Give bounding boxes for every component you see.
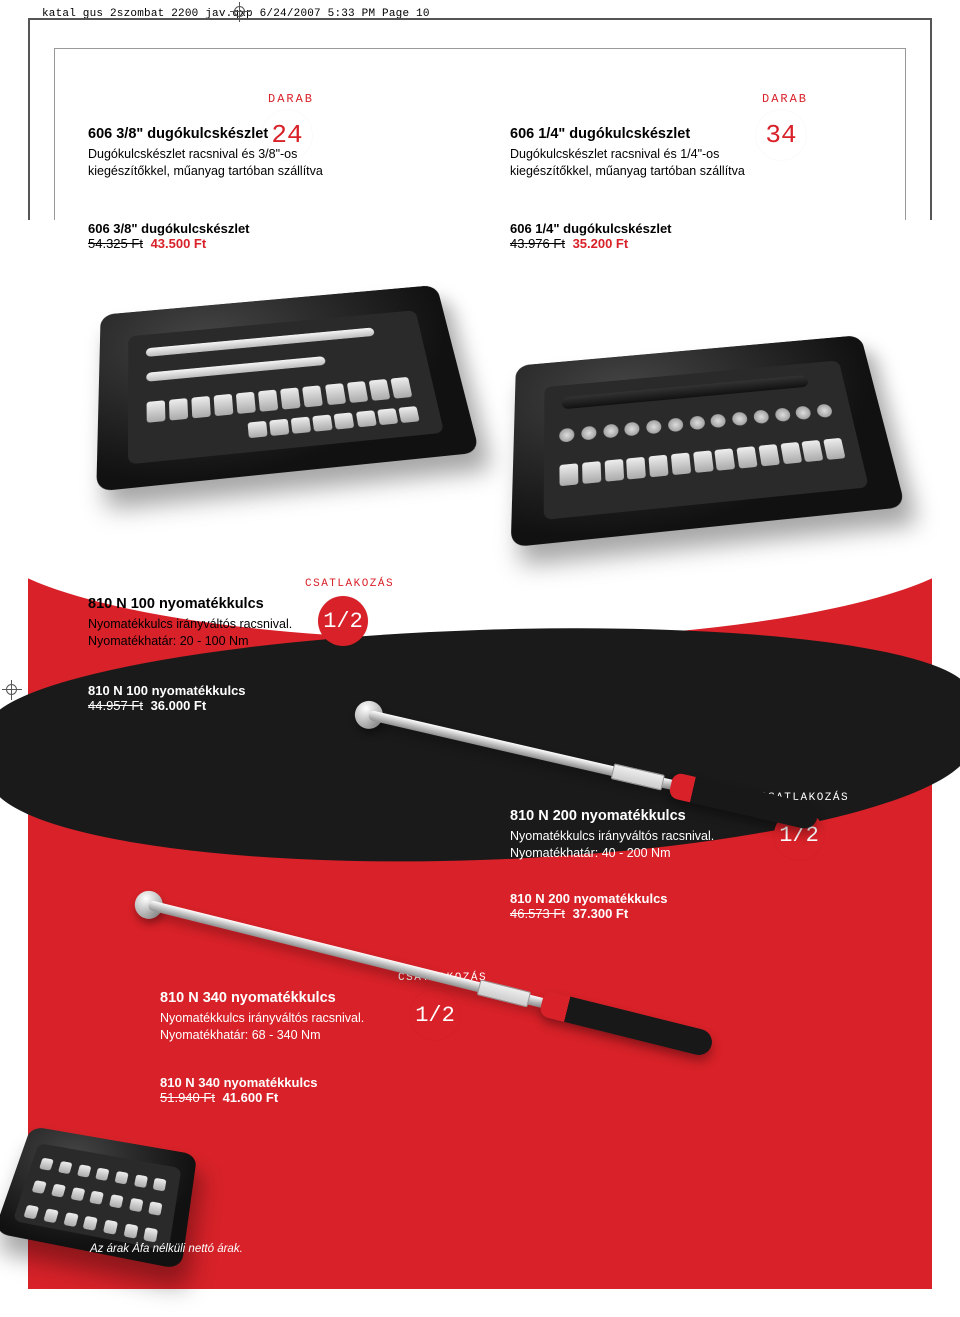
price-new: 35.200 Ft	[573, 236, 629, 251]
product-desc: Dugókulcskészlet racsnival és 3/8"-os ki…	[88, 146, 348, 180]
product-socket-38: 606 3/8" dugókulcskészlet Dugókulcskészl…	[88, 126, 348, 180]
product-tw340: 810 N 340 nyomatékkulcs Nyomatékkulcs ir…	[160, 990, 400, 1044]
price-old: 51.940 Ft	[160, 1090, 215, 1105]
price-name: 810 N 200 nyomatékkulcs	[510, 891, 668, 906]
desc-line: Dugókulcskészlet racsnival és 1/4"-os	[510, 147, 719, 161]
product-price-socket-14: 606 1/4" dugókulcskészlet 43.976 Ft 35.2…	[510, 218, 672, 251]
product-title: 810 N 340 nyomatékkulcs	[160, 990, 400, 1006]
product-title: 810 N 100 nyomatékkulcs	[88, 596, 318, 612]
price-old: 44.957 Ft	[88, 698, 143, 713]
drive-size-badge: 1/2	[318, 596, 368, 646]
desc-line: Nyomatékkulcs irányváltós racsnival.	[88, 617, 292, 631]
crop-line	[28, 18, 932, 20]
price-name: 810 N 100 nyomatékkulcs	[88, 683, 246, 698]
page-number: 10	[902, 700, 920, 721]
product-title: 606 1/4" dugókulcskészlet	[510, 126, 770, 142]
price-new: 37.300 Ft	[573, 906, 629, 921]
price-new: 36.000 Ft	[151, 698, 207, 713]
price-name: 606 1/4" dugókulcskészlet	[510, 221, 672, 236]
desc-line: kiegészítőkkel, műanyag tartóban szállít…	[510, 164, 745, 178]
desc-line: kiegészítőkkel, műanyag tartóban szállít…	[88, 164, 323, 178]
desc-line: Nyomatékkulcs irányváltós racsnival.	[160, 1011, 364, 1025]
price-old: 54.325 Ft	[88, 236, 143, 251]
price-old: 46.573 Ft	[510, 906, 565, 921]
darab-label: DARAB	[268, 92, 314, 106]
product-tw100: 810 N 100 nyomatékkulcs Nyomatékkulcs ir…	[88, 596, 318, 650]
product-desc: Nyomatékkulcs irányváltós racsnival. Nyo…	[88, 616, 318, 650]
price-new: 43.500 Ft	[151, 236, 207, 251]
product-desc: Nyomatékkulcs irányváltós racsnival. Nyo…	[160, 1010, 400, 1044]
darab-label: DARAB	[762, 92, 808, 106]
product-price-tw100: 810 N 100 nyomatékkulcs 44.957 Ft 36.000…	[88, 680, 246, 713]
footer-note: Az árak Áfa nélküli nettó árak.	[90, 1243, 243, 1255]
price-new: 41.600 Ft	[223, 1090, 279, 1105]
desc-line: Nyomatékhatár: 40 - 200 Nm	[510, 846, 671, 860]
price-old: 43.976 Ft	[510, 236, 565, 251]
price-name: 810 N 340 nyomatékkulcs	[160, 1075, 318, 1090]
csatlakozas-label: CSATLAKOZÁS	[305, 578, 394, 590]
desc-line: Nyomatékkulcs irányváltós racsnival.	[510, 829, 714, 843]
desc-line: Nyomatékhatár: 68 - 340 Nm	[160, 1028, 321, 1042]
product-price-tw340: 810 N 340 nyomatékkulcs 51.940 Ft 41.600…	[160, 1072, 318, 1105]
product-tw200: 810 N 200 nyomatékkulcs Nyomatékkulcs ir…	[510, 808, 760, 862]
product-price-tw200: 810 N 200 nyomatékkulcs 46.573 Ft 37.300…	[510, 888, 668, 921]
drive-size-badge: 1/2	[410, 990, 460, 1040]
product-title: 810 N 200 nyomatékkulcs	[510, 808, 760, 824]
price-name: 606 3/8" dugókulcskészlet	[88, 221, 250, 236]
desc-line: Dugókulcskészlet racsnival és 3/8"-os	[88, 147, 297, 161]
product-desc: Dugókulcskészlet racsnival és 1/4"-os ki…	[510, 146, 770, 180]
desc-line: Nyomatékhatár: 20 - 100 Nm	[88, 634, 249, 648]
registration-mark-icon	[230, 2, 250, 22]
product-price-socket-38: 606 3/8" dugókulcskészlet 54.325 Ft 43.5…	[88, 218, 250, 251]
product-desc: Nyomatékkulcs irányváltós racsnival. Nyo…	[510, 828, 760, 862]
product-socket-14: 606 1/4" dugókulcskészlet Dugókulcskészl…	[510, 126, 770, 180]
product-title: 606 3/8" dugókulcskészlet	[88, 126, 348, 142]
